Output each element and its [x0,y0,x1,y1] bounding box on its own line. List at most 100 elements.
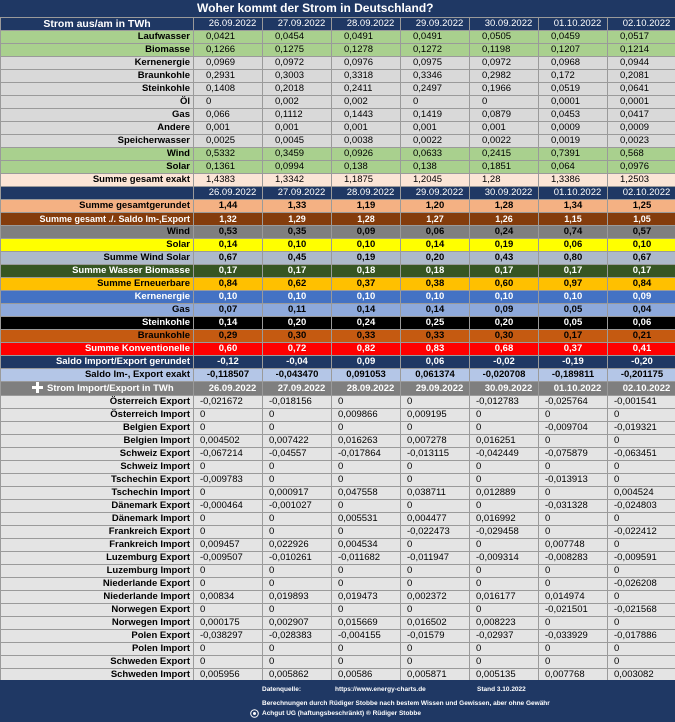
cell-value: 0,43 [469,251,539,265]
cell-value: 0,012889 [469,486,539,500]
cell-value: -0,201175 [607,368,675,382]
cell-value: 0 [607,655,675,669]
production-row: Gas 0,066 0,1112 0,1443 0,1419 0,0879 0,0453 0,… [0,108,675,122]
cell-value: -0,017864 [331,447,401,461]
copyright-icon [250,709,259,718]
trade-row: Polen Import 0 0 0 0 0 0 0 [0,642,675,656]
cell-value: 0 [262,642,332,656]
cell-value: 1,4383 [193,173,263,187]
header-blank [0,186,194,200]
date: 29.09.2022 [400,381,470,396]
date: 01.10.2022 [538,186,608,200]
trade-row: Belgien Import 0,004502 0,007422 0,016263 0,… [0,434,675,448]
cell-value: 0,14 [193,316,263,330]
row-label: Norwegen Import [0,616,194,630]
row-label: Frankreich Import [0,538,194,552]
cell-value: 0,37 [538,342,608,356]
cell-value: 0,84 [193,277,263,291]
cell-value: 0 [469,460,539,474]
cell-value: -0,033929 [538,629,608,643]
cell-value: 0,001 [400,121,470,135]
cell-value: 0 [469,538,539,552]
cell-value: 0 [262,408,332,422]
cell-value: 0 [331,603,401,617]
cell-value: 0 [262,473,332,487]
cell-value: 0,17 [538,264,608,278]
cell-value: 1,15 [538,212,608,226]
cell-value: 0 [607,564,675,578]
cell-value: 0,1266 [193,43,263,57]
production-row: Kernenergie 0,0969 0,0972 0,0976 0,0975 0,097… [0,56,675,70]
cell-value: 0,21 [607,329,675,343]
trade-row: Norwegen Import 0,000175 0,002907 0,015669 0… [0,616,675,630]
cell-value: 1,26 [469,212,539,226]
cell-value: 0,07 [193,303,263,317]
cell-value: 1,29 [262,212,332,226]
cell-value: -0,009314 [469,551,539,565]
cell-value: 0 [400,655,470,669]
cell-value: 0 [331,577,401,591]
cell-value: 0,09 [607,290,675,304]
row-label: Summe gesamt exakt [0,173,194,187]
cell-value: 0 [331,395,401,409]
summary-row: Steinkohle 0,14 0,20 0,24 0,25 0,20 0,05 0,06 [0,316,675,330]
cell-value: 0 [193,486,263,500]
row-label: Belgien Import [0,434,194,448]
trade-header-label: Strom Import/Export in TWh [0,381,194,396]
cell-value: 0,009195 [400,408,470,422]
cell-value: 0,00834 [193,590,263,604]
summary-row: Summe Wasser Biomasse 0,17 0,17 0,18 0,18 0,1… [0,264,675,278]
row-label: Öl [0,95,194,109]
trade-row: Belgien Export 0 0 0 0 0 -0,009704 -0,019321 [0,421,675,435]
cell-value: 0,04 [607,303,675,317]
cell-value: 0,007748 [538,538,608,552]
date: 27.09.2022 [262,17,332,31]
cell-value: 0,001 [193,121,263,135]
row-label: Dänemark Import [0,512,194,526]
cell-value: 0,0022 [469,134,539,148]
cell-value: 0 [400,460,470,474]
cell-value: 0 [538,486,608,500]
row-label: Schweden Import [0,668,194,682]
row-label: Kernenergie [0,290,194,304]
cell-value: -0,19 [538,355,608,369]
cell-value: 0 [400,395,470,409]
date: 02.10.2022 [607,381,675,396]
date: 28.09.2022 [331,186,401,200]
cell-value: 0 [538,577,608,591]
row-label: Niederlande Import [0,590,194,604]
cell-value: 0 [193,603,263,617]
cell-value: 0,24 [331,316,401,330]
cell-value: 0 [193,577,263,591]
cell-value: 0,10 [400,290,470,304]
cell-value: 0,05 [538,316,608,330]
cell-value: 1,1875 [331,173,401,187]
row-label: Polen Import [0,642,194,656]
cell-value: 0,67 [607,251,675,265]
cell-value: 0,002 [262,95,332,109]
summary-header-row: 26.09.2022 27.09.2022 28.09.2022 29.09.2022… [0,186,675,200]
cell-value: 0,0976 [331,56,401,70]
cell-value: 0,97 [538,277,608,291]
production-row: Summe gesamt exakt 1,4383 1,3342 1,1875 1,20… [0,173,675,187]
row-label: Summe Wind Solar [0,251,194,265]
cell-value: 0 [607,642,675,656]
cell-value: 0,022926 [262,538,332,552]
cell-value: 0,10 [538,290,608,304]
copyright: Achgut UG (haftungsbeschränkt) ® Rüdiger… [262,710,421,717]
cell-value: 0 [193,460,263,474]
cell-value: 0,2982 [469,69,539,83]
row-label: Tschechin Import [0,486,194,500]
cell-value: 0,17 [538,329,608,343]
cell-value: 0,06 [538,238,608,252]
cell-value: 0 [538,460,608,474]
cell-value: -0,001027 [262,499,332,513]
trade-row: Luzemburg Import 0 0 0 0 0 0 0 [0,564,675,578]
cell-value: -0,012783 [469,395,539,409]
cell-value: -0,04 [262,355,332,369]
production-row: Solar 0,1361 0,0994 0,138 0,138 0,1851 0,064 0,… [0,160,675,174]
cell-value: -0,013913 [538,473,608,487]
row-label: Österreich Export [0,395,194,409]
date: 30.09.2022 [469,186,539,200]
date: Stand 3.10.2022 [477,686,526,693]
